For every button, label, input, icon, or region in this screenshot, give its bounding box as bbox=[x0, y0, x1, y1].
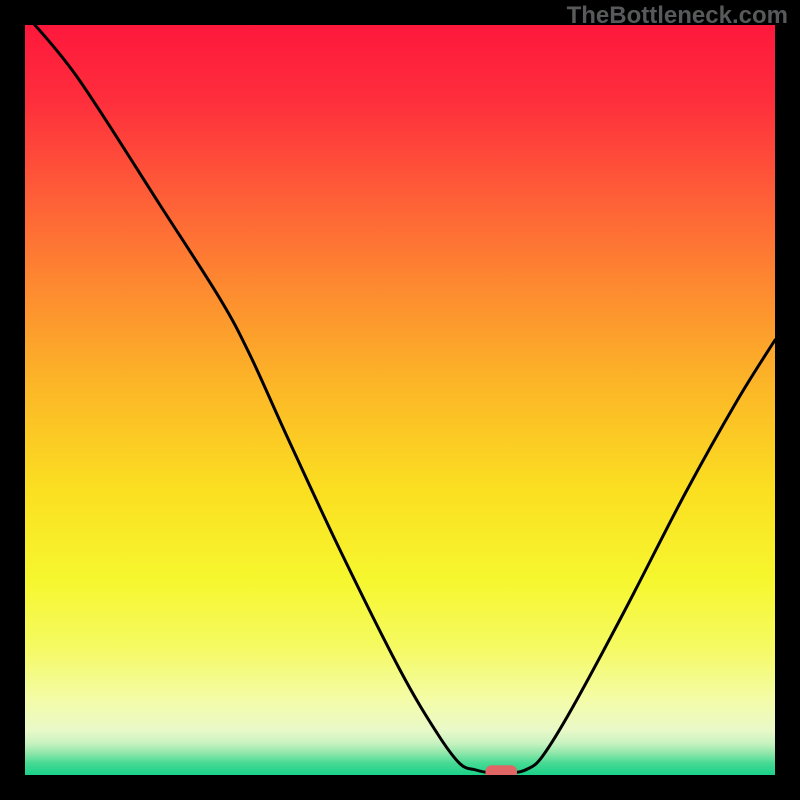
gradient-background bbox=[25, 25, 775, 775]
chart-frame: TheBottleneck.com bbox=[0, 0, 800, 800]
optimal-marker bbox=[486, 765, 518, 775]
plot-area bbox=[25, 25, 775, 775]
chart-svg bbox=[25, 25, 775, 775]
